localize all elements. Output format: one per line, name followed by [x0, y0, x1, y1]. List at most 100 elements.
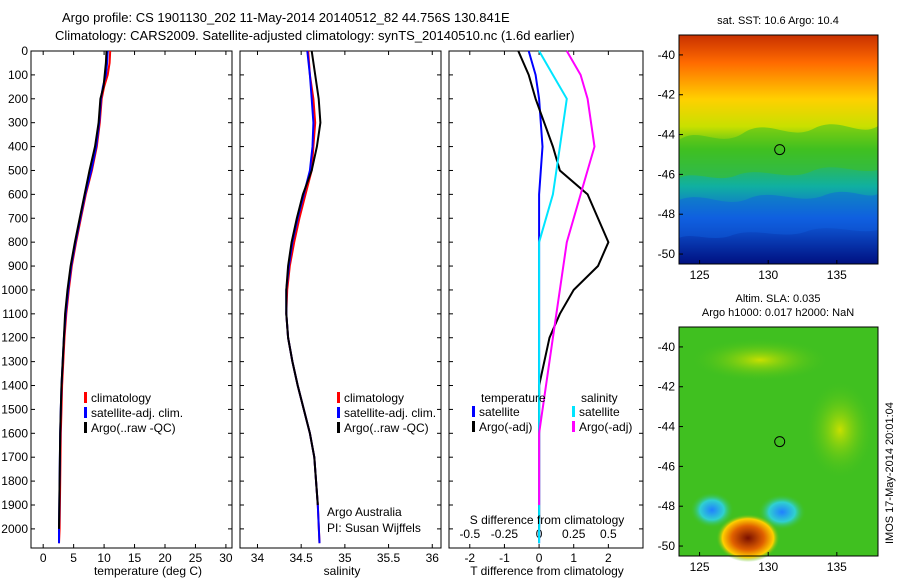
sla-map-title-1: Altim. SLA: 0.035	[736, 293, 821, 305]
y-tick-label: 500	[8, 163, 28, 177]
map-y-tick-label: -46	[658, 167, 676, 181]
sst-cold-band	[679, 191, 878, 238]
legend-swatch-s-satellite	[572, 406, 575, 417]
sst-map-axes: 125 130 135 -40 -42 -44 -46 -48 -50	[658, 34, 879, 282]
x-tick-label: 34.5	[289, 551, 313, 565]
difference-legend: temperature satellite Argo(-adj) salinit…	[472, 391, 632, 434]
x-tick-label: 1	[570, 551, 577, 565]
legend-label-argo: Argo(..raw -QC)	[91, 421, 176, 435]
x-tick-label: 2	[605, 551, 612, 565]
legend-label-t-satellite: satellite	[479, 405, 520, 419]
y-tick-label: 1900	[1, 498, 28, 512]
legend-label-s-satellite: satellite	[579, 405, 620, 419]
x-top-tick-label: 0.25	[562, 527, 586, 541]
map-x-tick-label: 130	[758, 268, 778, 282]
legend-swatch-argo	[337, 422, 340, 433]
map-x-tick-label: 135	[827, 268, 847, 282]
x-tick-label: 36	[426, 551, 440, 565]
x-tick-label: 0	[536, 551, 543, 565]
y-tick-label: 1700	[1, 450, 28, 464]
legend-label-argo: Argo(..raw -QC)	[344, 421, 429, 435]
y-tick-label: 1800	[1, 474, 28, 488]
argo-position-marker	[774, 436, 786, 448]
x-top-tick-label: -0.5	[459, 527, 480, 541]
legend-swatch-satellite	[84, 407, 87, 418]
y-tick-label: 200	[8, 92, 28, 106]
x-top-tick-label: 0.5	[600, 527, 617, 541]
sst-front-band	[679, 124, 878, 179]
difference-profile-panel: -2 -1 0 1 2-0.5 -0.25 0 0.25 0.5	[448, 50, 644, 565]
difference-xlabel-top: S difference from climatology	[470, 513, 625, 527]
map-y-tick-label: -50	[658, 247, 676, 261]
legend-label-climatology: climatology	[91, 391, 151, 405]
plot-frame	[30, 50, 233, 549]
legend-swatch-t-argo	[472, 421, 475, 432]
y-tick-label: 2000	[1, 522, 28, 536]
temperature-legend: climatology satellite-adj. clim. Argo(..…	[84, 391, 183, 435]
x-tick-label: -2	[464, 551, 475, 565]
y-tick-label: 900	[8, 259, 28, 273]
temperature-xlabel: temperature (deg C)	[94, 564, 202, 578]
sla-anomaly-low	[690, 492, 734, 528]
sla-anomaly-yellow	[805, 380, 875, 480]
y-tick-label: 400	[8, 140, 28, 154]
map-frame	[678, 34, 879, 265]
y-tick-label: 700	[8, 211, 28, 225]
y-tick-label: 1200	[1, 331, 28, 345]
legend-title-salinity: salinity	[581, 391, 618, 405]
y-tick-label: 800	[8, 235, 28, 249]
header-line-2: Climatology: CARS2009. Satellite-adjuste…	[55, 28, 575, 43]
x-tick-label: 25	[189, 551, 203, 565]
salinity-profile-panel: 34 34.5 35 35.5 36	[239, 50, 442, 565]
legend-title-temperature: temperature	[481, 391, 546, 405]
x-top-tick-label: -0.25	[491, 527, 519, 541]
y-tick-label: 300	[8, 116, 28, 130]
x-tick-label: -1	[499, 551, 510, 565]
salinity-xlabel: salinity	[324, 564, 361, 578]
x-tick-label: 10	[97, 551, 111, 565]
x-tick-label: 35	[338, 551, 352, 565]
legend-label-climatology: climatology	[344, 391, 404, 405]
y-tick-label: 0	[21, 44, 28, 58]
legend-label-t-argo: Argo(-adj)	[479, 420, 532, 434]
temperature-profile-panel: 0100200300400500600700800900100011001200…	[1, 44, 233, 565]
map-y-tick-label: -42	[658, 88, 676, 102]
argo-position-marker	[774, 144, 786, 156]
sla-anomaly-yellow	[690, 338, 830, 382]
plot-frame	[448, 50, 644, 549]
map-y-tick-label: -44	[658, 128, 676, 142]
legend-label-satellite: satellite-adj. clim.	[91, 406, 183, 420]
y-tick-label: 600	[8, 187, 28, 201]
legend-label-s-argo: Argo(-adj)	[579, 420, 632, 434]
x-tick-label: 34	[251, 551, 265, 565]
x-tick-label: 35.5	[377, 551, 401, 565]
sst-map-title: sat. SST: 10.6 Argo: 10.4	[717, 15, 839, 27]
legend-swatch-climatology	[84, 392, 87, 403]
plot-frame	[239, 50, 442, 549]
map-x-tick-label: 130	[758, 560, 778, 574]
map-y-tick-label: -42	[658, 380, 676, 394]
legend-swatch-t-satellite	[472, 406, 475, 417]
map-y-tick-label: -48	[658, 207, 676, 221]
series-line-argo-raw-qc	[285, 50, 322, 506]
y-tick-label: 1600	[1, 426, 28, 440]
series-line-temperature-satellite	[527, 50, 544, 544]
series-line-argo-raw-qc	[58, 50, 108, 529]
map-y-tick-label: -50	[658, 539, 676, 553]
y-tick-label: 1000	[1, 283, 28, 297]
series-line-temperature-argo-adj	[517, 50, 610, 529]
map-x-tick-label: 125	[690, 560, 710, 574]
map-y-tick-label: -44	[658, 420, 676, 434]
map-frame	[678, 326, 879, 557]
legend-swatch-argo	[84, 422, 87, 433]
series-line-salinity-satellite	[538, 50, 568, 544]
y-tick-label: 1300	[1, 355, 28, 369]
sla-anomaly-high	[716, 514, 780, 562]
map-x-tick-label: 135	[827, 560, 847, 574]
y-tick-label: 1500	[1, 402, 28, 416]
map-y-tick-label: -48	[658, 499, 676, 513]
series-line-salinity-argo-adj	[538, 50, 596, 505]
y-tick-label: 1400	[1, 379, 28, 393]
difference-xlabel: T difference from climatology	[470, 564, 624, 578]
